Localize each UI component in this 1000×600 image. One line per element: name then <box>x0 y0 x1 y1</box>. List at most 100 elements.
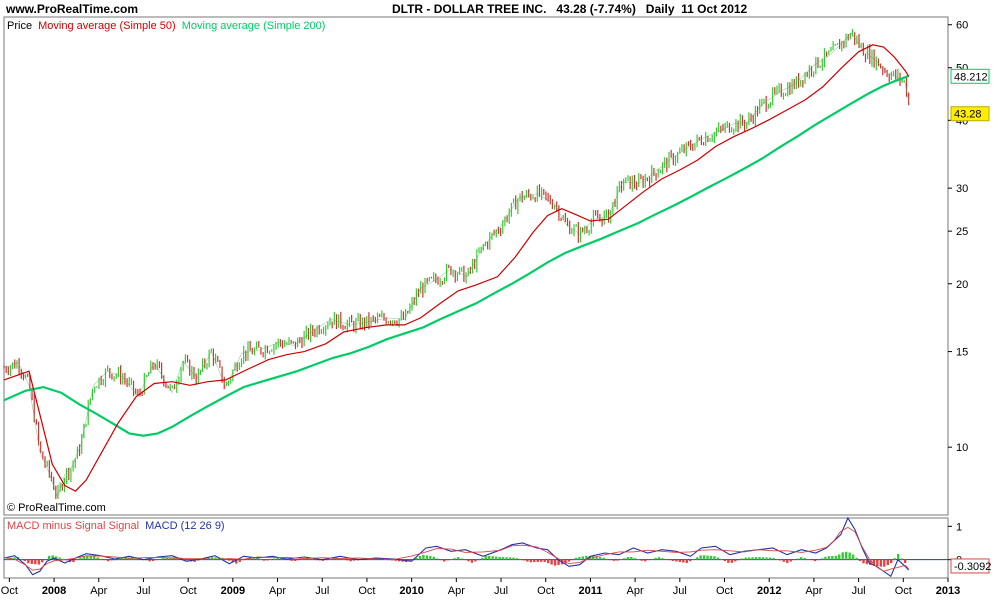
macd-hist-bar <box>235 559 238 564</box>
macd-hist-bar <box>775 559 779 560</box>
macd-hist-bar <box>744 557 747 560</box>
chart-title: DLTR - DOLLAR TREE INC. 43.28 (-7.74%) D… <box>392 2 748 16</box>
macd-hist-bar <box>678 559 682 563</box>
macd-hist-bar <box>623 558 626 560</box>
macd-hist-bar <box>668 559 671 561</box>
macd-hist-bar <box>585 555 588 560</box>
macd-hist-bar <box>20 558 23 560</box>
macd-hist-bar <box>318 559 321 561</box>
site-name[interactable]: www.ProRealTime.com <box>6 2 139 16</box>
macd-hist-bar <box>643 559 647 562</box>
macd-hist-bar <box>120 558 124 560</box>
price-plot <box>3 28 910 499</box>
macd-hist-bar <box>446 559 449 561</box>
macd-hist-bar <box>453 558 456 560</box>
macd-hist-bar <box>432 556 436 560</box>
last-price-label: 43.28 <box>954 109 982 121</box>
macd-hist-bar <box>443 559 446 562</box>
macd-hist-bar <box>706 555 709 560</box>
macd-hist-bar <box>262 559 266 561</box>
macd-hist-bar <box>103 559 106 561</box>
macd-hist-bar <box>844 551 848 560</box>
macd-hist-bar <box>242 559 245 561</box>
x-tick-label: 2012 <box>757 585 781 597</box>
macd-hist-bar <box>890 559 893 564</box>
macd-hist-bar <box>689 559 692 562</box>
macd-hist-bar <box>737 559 740 561</box>
macd-hist-bar <box>598 556 602 560</box>
macd-hist-bar <box>89 555 92 560</box>
x-tick-label: Apr <box>448 585 465 597</box>
macd-hist-bar <box>692 559 695 560</box>
macd-hist-bar <box>106 559 110 562</box>
macd-hist-bar <box>474 559 477 562</box>
macd-hist-bar <box>799 557 803 560</box>
macd-hist-bar <box>27 559 30 564</box>
x-tick-label: Jul <box>852 585 866 597</box>
macd-hist-bar <box>387 559 390 561</box>
macd-hist-bar <box>519 559 522 560</box>
svg-text:Price Moving average (Simp: Price Moving average (Simple 50) Moving … <box>7 20 325 32</box>
macd-hist-bar <box>567 559 571 562</box>
macd-hist-bar <box>741 558 744 560</box>
ma50-value-label: 48.212 <box>954 71 988 83</box>
macd-hist-bar <box>266 559 269 561</box>
macd-hist-bar <box>217 557 221 560</box>
macd-hist-bar <box>162 558 165 560</box>
macd-hist-bar <box>533 559 536 563</box>
macd-hist-bar <box>58 557 61 560</box>
macd-hist-bar <box>252 557 255 560</box>
macd-hist-bar <box>827 556 831 560</box>
macd-hist-bar <box>425 555 429 560</box>
x-tick-label: 2013 <box>936 585 960 597</box>
macd-hist-bar <box>716 557 720 560</box>
macd-hist-bar <box>810 559 813 561</box>
macd-hist-bar <box>491 556 494 560</box>
macd-hist-bar <box>796 558 799 560</box>
chart-header: www.ProRealTime.com DLTR - DOLLAR TREE I… <box>0 0 1000 18</box>
macd-hist-bar <box>280 558 283 560</box>
macd-hist-bar <box>44 559 47 560</box>
macd-hist-bar <box>546 559 550 564</box>
macd-hist-bar <box>293 559 297 561</box>
macd-hist-bar <box>345 559 349 561</box>
macd-hist-bar <box>592 556 595 560</box>
macd-hist-bar <box>54 556 58 560</box>
macd-hist-bar <box>494 556 498 560</box>
macd-hist-bar <box>65 559 68 561</box>
macd-hist-bar <box>512 557 515 560</box>
macd-hist-bar <box>754 557 758 560</box>
macd-hist-bar <box>422 554 425 560</box>
macd-hist-bar <box>747 557 751 560</box>
svg-text:MACD minus Signal Signal M: MACD minus Signal Signal MACD (12 26 9) <box>7 520 225 532</box>
macd-hist-bar <box>151 559 155 561</box>
macd-hist-bar <box>862 559 865 564</box>
last-price-label-box <box>950 106 990 122</box>
y-tick-label: 30 <box>956 183 968 195</box>
macd-hist-bar <box>838 554 841 560</box>
signal-line <box>3 526 910 572</box>
x-tick-label: Oct <box>358 585 375 597</box>
y-tick-label: 60 <box>956 20 968 32</box>
macd-hist-bar <box>61 558 65 560</box>
macd-hist-bar <box>6 558 9 560</box>
macd-hist-bar <box>158 559 162 560</box>
x-tick-label: Apr <box>627 585 644 597</box>
macd-hist-bar <box>782 559 786 562</box>
macd-hist-bar <box>51 555 54 560</box>
macd-hist-bar <box>113 559 117 561</box>
macd-hist-bar <box>144 559 148 561</box>
macd-hist-bar <box>325 559 328 561</box>
macd-hist-bar <box>581 556 585 560</box>
macd-hist-bar <box>470 559 474 563</box>
macd-hist-bar <box>595 556 598 560</box>
macd-hist-bar <box>332 558 335 560</box>
macd-hist-bar <box>110 559 113 561</box>
ma200-layer <box>3 74 910 437</box>
y-tick-label: 15 <box>956 347 968 359</box>
macd-hist-bar <box>273 558 276 560</box>
macd-hist-bar <box>765 557 768 560</box>
macd-hist-bar <box>311 558 314 560</box>
macd-hist-bar <box>734 559 737 562</box>
macd-hist-bar <box>529 559 533 563</box>
